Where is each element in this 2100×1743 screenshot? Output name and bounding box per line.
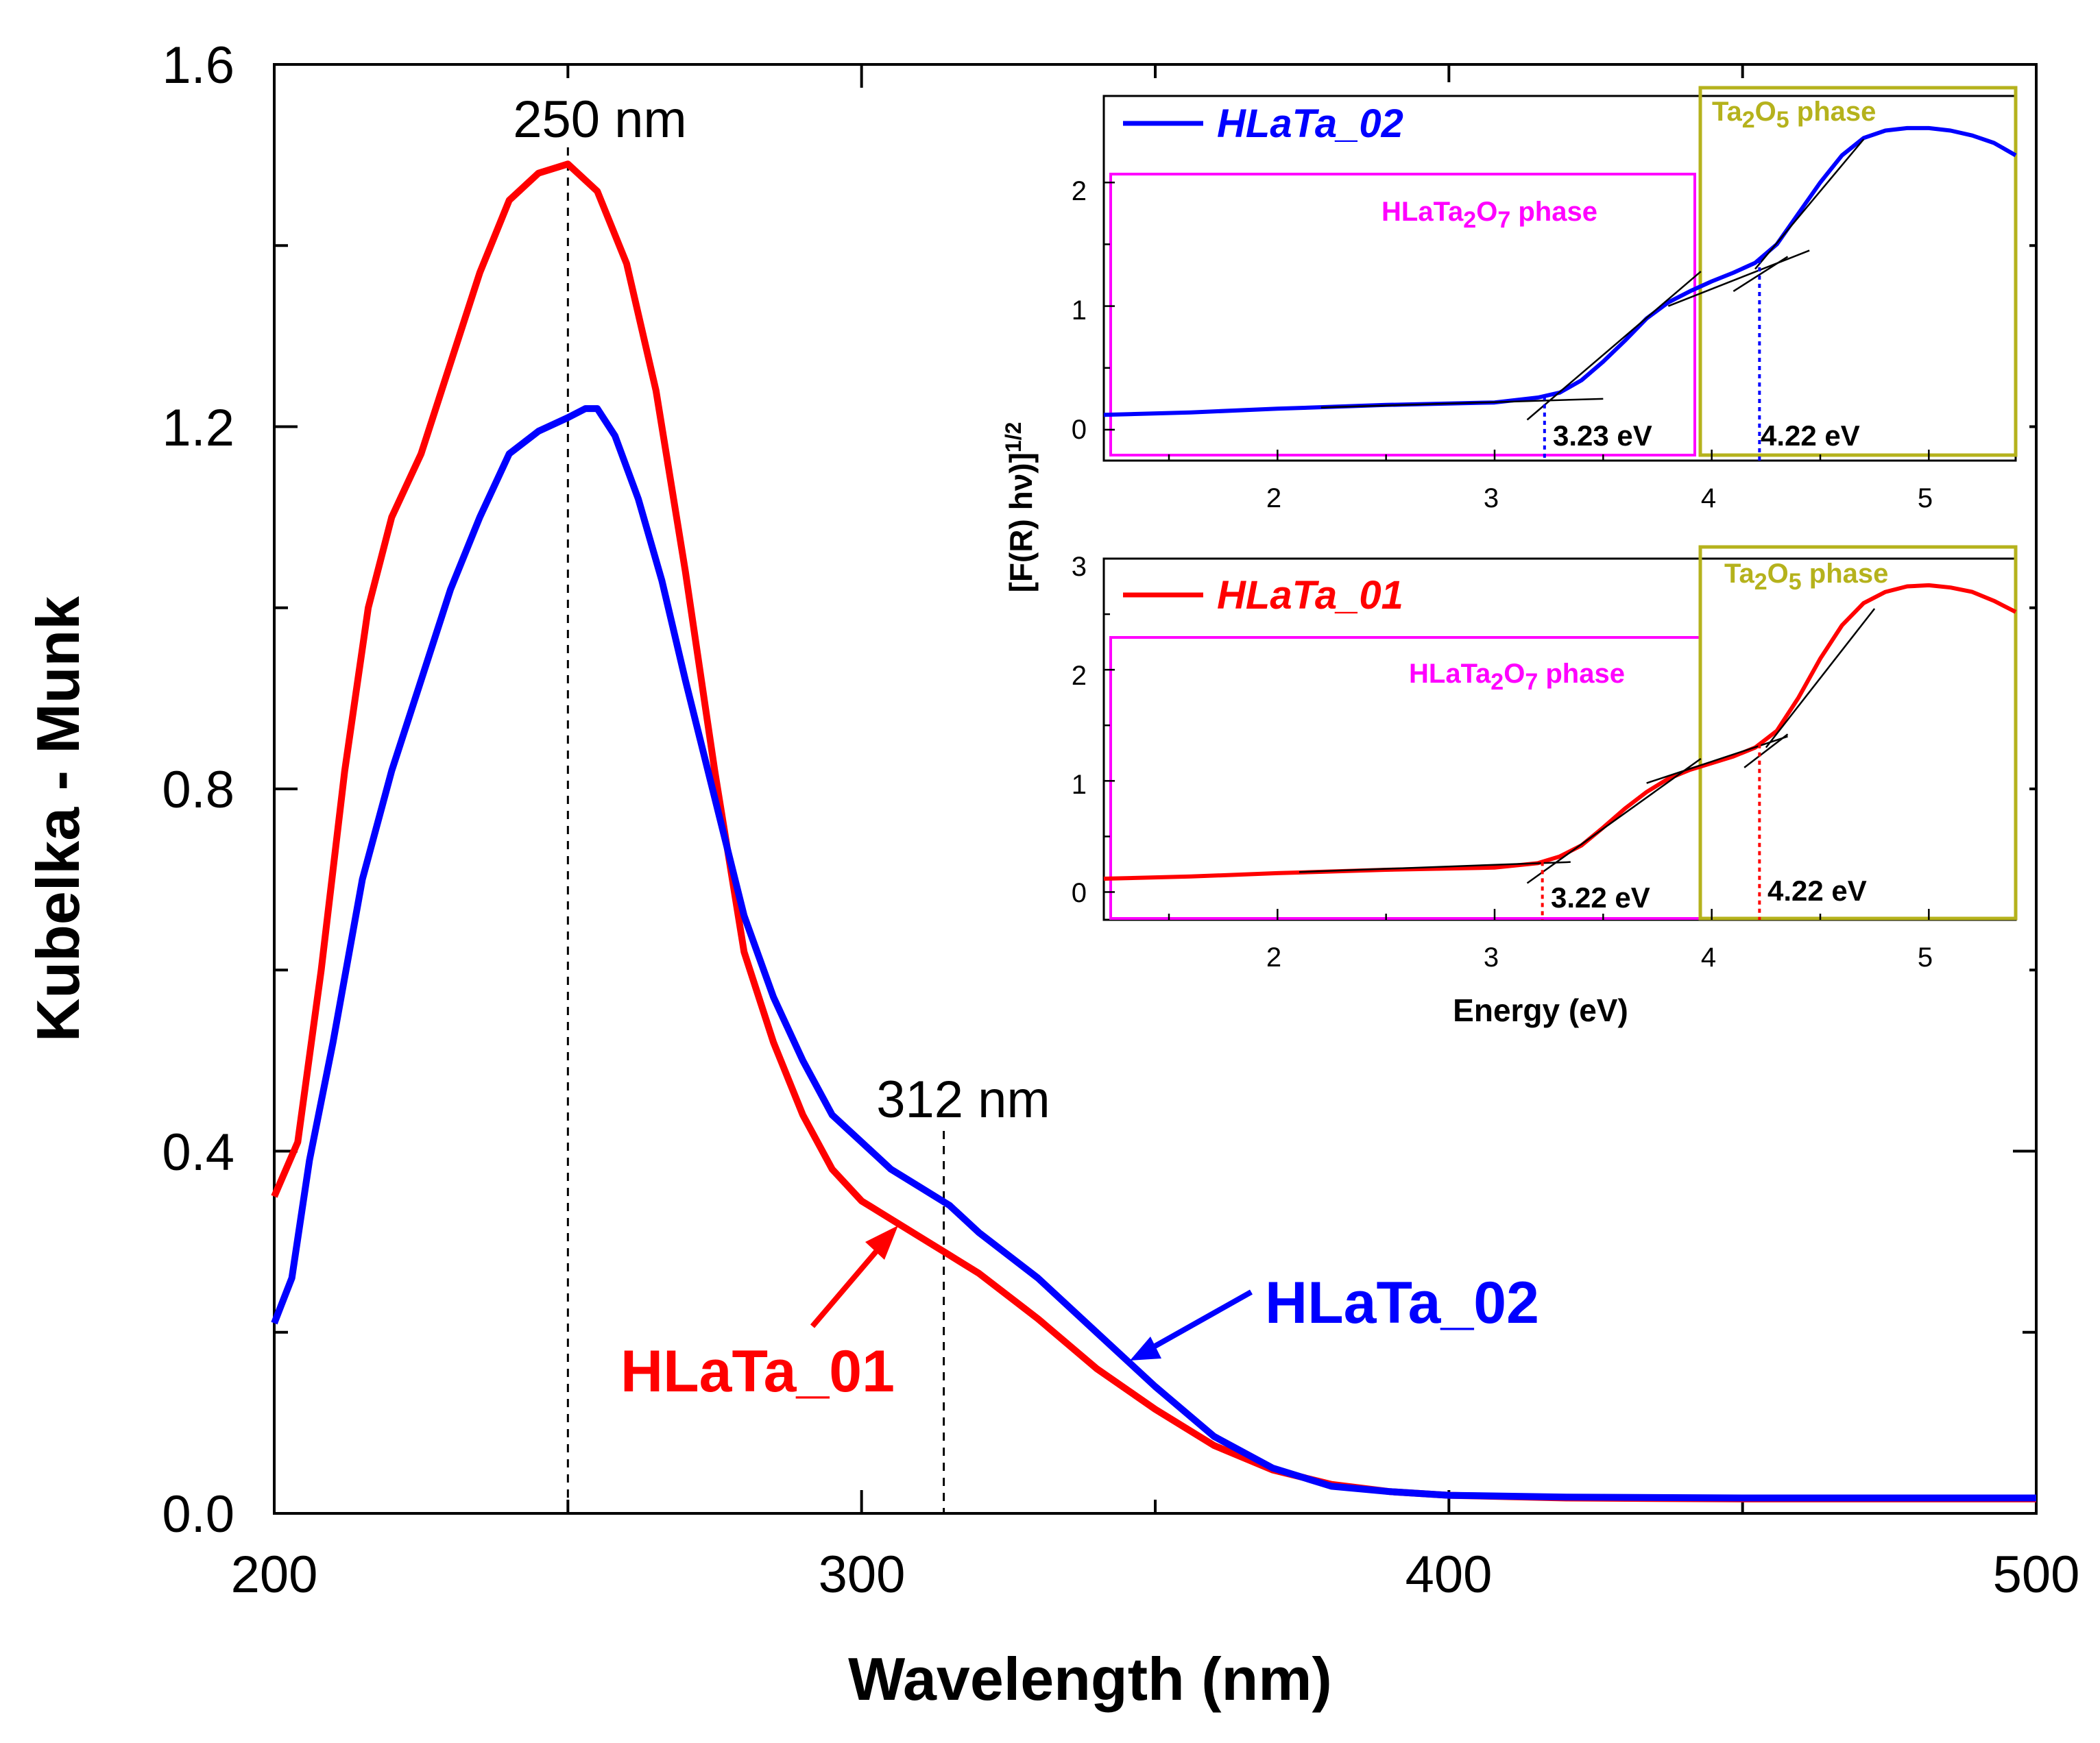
inset-bottom-fit-line-4 [1765,608,1876,748]
inset-bottom-panel: HLaTa_01 HLaTa2O7 phase Ta2O5 phase 3.22… [1072,545,2018,1028]
y-tick-label-1.2: 1.2 [162,399,234,457]
inset-bottom-x-tick-3: 3 [1484,942,1499,973]
main-reference-lines [566,147,945,1513]
inset-bottom-x-tick-4: 4 [1701,942,1716,973]
x-axis-title: Wavelength (nm) [848,1645,1332,1713]
inset-top-series [1103,125,2017,461]
series-label-hlata-02: HLaTa_02 [1265,1270,1539,1336]
inset-bottom-series-line [1103,583,2017,881]
x-tick-label-200: 200 [231,1546,318,1604]
y-axis-title: Kubelka - Munk [24,596,92,1042]
inset-bottom-y-tick-0: 0 [1072,878,1087,908]
inset-bottom-legend-label: HLaTa_01 [1217,573,1403,618]
y-tick-label-0.4: 0.4 [162,1123,234,1182]
series-arrow-hlata-02 [1140,1289,1253,1356]
inset-top-gap-2: 4.22 eV [1761,419,1860,452]
inset-background [1008,82,2029,1042]
inset-top-x-tick-3: 3 [1484,483,1499,513]
series-arrowhead-hlata-02 [1130,1337,1161,1361]
inset-top-y-tick-2: 2 [1072,176,1087,206]
inset-top-legend-label: HLaTa_02 [1217,101,1403,146]
main-series [271,160,2036,1502]
y-tick-label-1.6: 1.6 [162,36,234,95]
series-line-hlata-02 [271,405,2036,1502]
inset-top-region-hlata2o7 [1109,173,1696,456]
inset-bottom-series [1103,583,2017,920]
inset-top-series-line [1103,125,2017,417]
inset-top-x-tick-2: 2 [1266,483,1281,513]
inset-top-fit-line-1 [1526,271,1702,421]
inset-bottom-x-tick-2: 2 [1266,942,1281,973]
inset-bottom-fit-line-0 [1299,861,1571,873]
inset-bottom-gap-2: 4.22 eV [1767,875,1867,907]
inset-top-y-tick-1: 1 [1072,295,1087,326]
inset-top-panel: HLaTa_02 HLaTa2O7 phase Ta2O5 phase 3.23… [1072,86,2018,513]
inset-top-x-tick-5: 5 [1918,483,1933,513]
inset-bottom-fit-line-1 [1526,757,1702,884]
inset-top-phase-ta2o5: Ta2O5 phase [1712,97,1876,133]
inset-bottom-x-tick-5: 5 [1918,942,1933,973]
inset: HLaTa_02 HLaTa2O7 phase Ta2O5 phase 3.23… [1001,82,2029,1042]
inset-bottom-fit-line-3 [1743,733,1789,768]
inset-top-fit-line-0 [1320,398,1604,409]
shoulder-annotation: 312 nm [876,1071,1050,1129]
inset-top-y-tick-0: 0 [1072,415,1087,445]
main-chart: 200 300 400 500 0.0 0.4 0.8 1.2 1.6 Wave… [24,36,2079,1713]
x-tick-label-400: 400 [1405,1546,1493,1604]
inset-bottom-region-ta2o5 [1698,545,2018,921]
series-label-hlata-01: HLaTa_01 [620,1339,895,1404]
y-tick-label-0.8: 0.8 [162,761,234,819]
inset-top-fit-line-2 [1667,249,1810,307]
inset-bottom-gap-1: 3.22 eV [1551,881,1650,914]
inset-bottom-y-tick-2: 2 [1072,661,1087,691]
inset-top-fit-line-4 [1754,138,1865,270]
inset-top-x-tick-4: 4 [1701,483,1716,513]
inset-bottom-fit-line-2 [1646,735,1788,784]
peak-annotation: 250 nm [513,90,687,149]
inset-x-axis-title: Energy (eV) [1453,992,1628,1028]
inset-bottom-y-tick-3: 3 [1072,552,1087,582]
y-tick-label-0.0: 0.0 [162,1485,234,1544]
inset-bottom-y-tick-1: 1 [1072,770,1087,800]
series-arrowhead-hlata-01 [865,1226,898,1260]
inset-top-gap-1: 3.23 eV [1553,419,1652,452]
x-tick-label-300: 300 [819,1546,906,1604]
inset-bottom-ticks [1104,557,1930,920]
inset-top-fit-line-3 [1733,256,1789,292]
x-tick-label-500: 500 [1993,1546,2080,1604]
inset-top-ticks [1104,181,1930,461]
